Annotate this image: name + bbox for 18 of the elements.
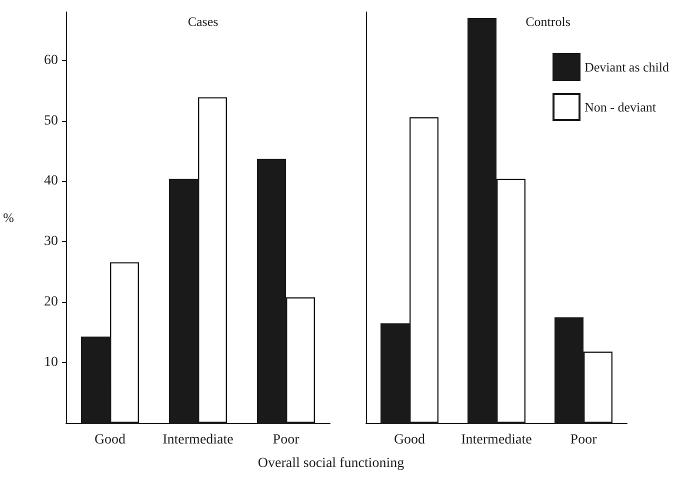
y-axis-title: % [3, 210, 14, 225]
legend-label: Non - deviant [584, 100, 656, 114]
y-tick-label: 60 [44, 52, 58, 68]
y-tick-label: 50 [44, 113, 58, 128]
y-tick-label: 20 [44, 294, 58, 310]
x-tick-label: Good [94, 432, 126, 448]
chart-title: Controls [526, 14, 570, 29]
x-tick-label: Poor [570, 432, 598, 448]
x-tick-label: Intermediate [461, 432, 532, 448]
y-tick-label: 40 [44, 174, 58, 189]
legend-label: Deviant as child [584, 60, 670, 74]
x-tick-label: Intermediate [162, 432, 234, 448]
y-tick-label: 30 [44, 234, 58, 250]
x-axis-title: Overall social functioning [256, 456, 406, 472]
x-tick-label: Good [394, 432, 426, 448]
y-tick-label: 10 [44, 355, 58, 370]
x-tick-label: Poor [272, 432, 300, 448]
chart-title: Cases [188, 14, 218, 29]
